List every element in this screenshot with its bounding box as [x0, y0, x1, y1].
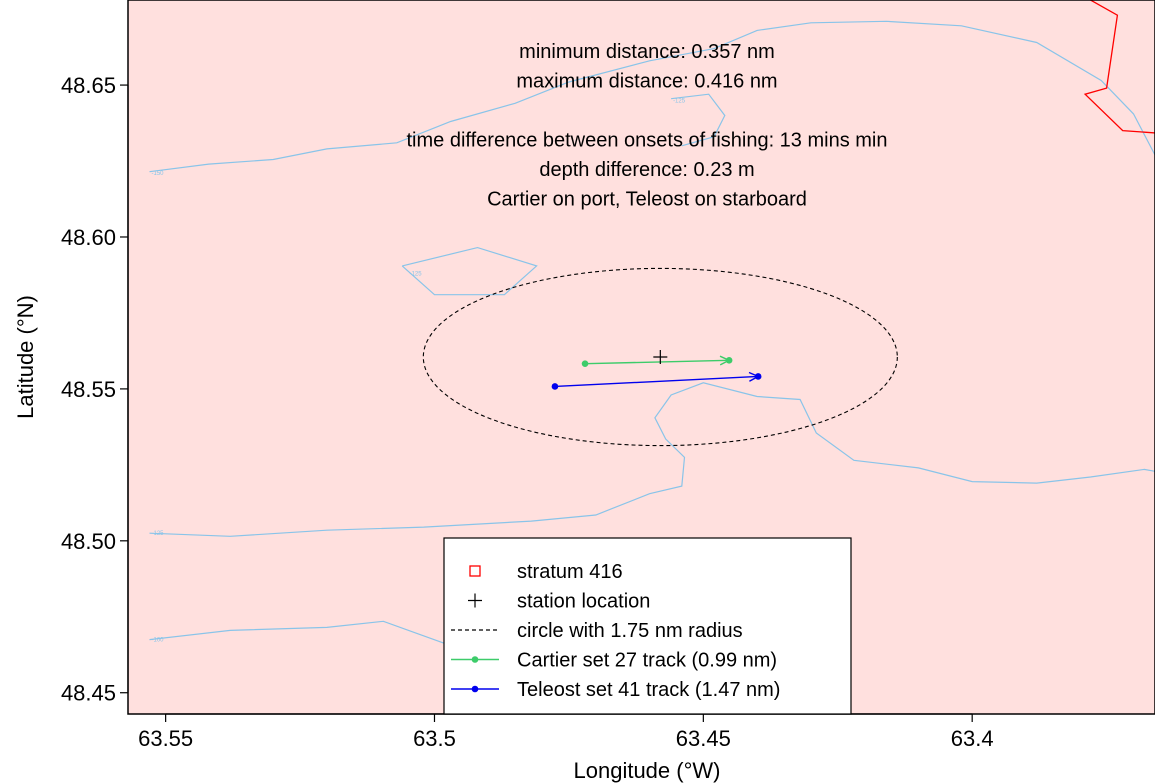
track-arrowhead-2	[748, 371, 760, 382]
annotation-block: minimum distance: 0.357 nm maximum distan…	[407, 41, 888, 211]
track-line-1	[585, 359, 730, 365]
depth-contour-line	[149, 382, 1155, 537]
y-tick-label: 48.50	[61, 529, 116, 554]
x-tick-label: 63.5	[413, 726, 456, 751]
vessel-tracks	[551, 355, 762, 390]
contour-label: -100	[152, 638, 165, 644]
contour-label: -125	[410, 271, 423, 277]
contour-label: -125	[673, 98, 686, 104]
track-line-2	[554, 375, 759, 388]
legend-entry-label: circle with 1.75 nm radius	[517, 620, 743, 642]
legend-entry-label: Teleost set 41 track (1.47 nm)	[517, 679, 780, 701]
legend: stratum 416 station location circle with 1…	[443, 537, 852, 715]
legend-symbol-dot	[471, 685, 479, 693]
annotation-line: depth difference: 0.23 m	[539, 159, 754, 181]
station-marker	[653, 350, 668, 364]
track-arrowhead-1	[719, 355, 731, 366]
depth-contour-line	[149, 20, 1155, 173]
y-axis: 48.45 48.50 48.55 48.60 48.65	[61, 73, 129, 706]
y-axis-title: Latitude (°N)	[13, 295, 38, 419]
annotation-line: Cartier on port, Teleost on starboard	[487, 189, 807, 211]
y-tick-label: 48.65	[61, 73, 116, 98]
annotation-line: maximum distance: 0.416 nm	[516, 71, 777, 93]
legend-entry-label: station location	[517, 591, 650, 613]
legend-entry-label: Cartier set 27 track (0.99 nm)	[517, 650, 777, 672]
y-tick-label: 48.45	[61, 681, 116, 706]
contour-label: -150	[152, 171, 165, 177]
stratum-boundary	[1083, 0, 1155, 134]
radius-circle-layer	[422, 267, 898, 447]
stratum-boundary-line	[1083, 0, 1155, 134]
legend-symbol-dot	[471, 656, 479, 663]
legend-symbol-square	[469, 565, 481, 577]
track-start-point-1	[581, 360, 589, 367]
annotation-line: minimum distance: 0.357 nm	[519, 41, 775, 63]
x-axis-title: Longitude (°W)	[574, 758, 721, 783]
annotation-line: time difference between onsets of fishin…	[407, 130, 888, 152]
x-tick-label: 63.4	[951, 726, 994, 751]
y-tick-label: 48.55	[61, 377, 116, 402]
track-start-point-2	[551, 383, 559, 390]
legend-entry-label: stratum 416	[517, 561, 623, 583]
depth-contour-line	[401, 246, 538, 296]
depth-contour-line	[671, 93, 726, 147]
x-tick-label: 63.55	[138, 726, 193, 751]
y-tick-label: 48.60	[61, 225, 116, 250]
legend-symbol-plus	[468, 593, 482, 608]
x-tick-label: 63.45	[676, 726, 731, 751]
x-axis: 63.55 63.5 63.45 63.4	[138, 713, 994, 751]
station-layer	[653, 350, 668, 364]
contour-label: -125	[152, 531, 165, 537]
legend-box	[443, 537, 852, 715]
radius-circle	[422, 267, 898, 447]
